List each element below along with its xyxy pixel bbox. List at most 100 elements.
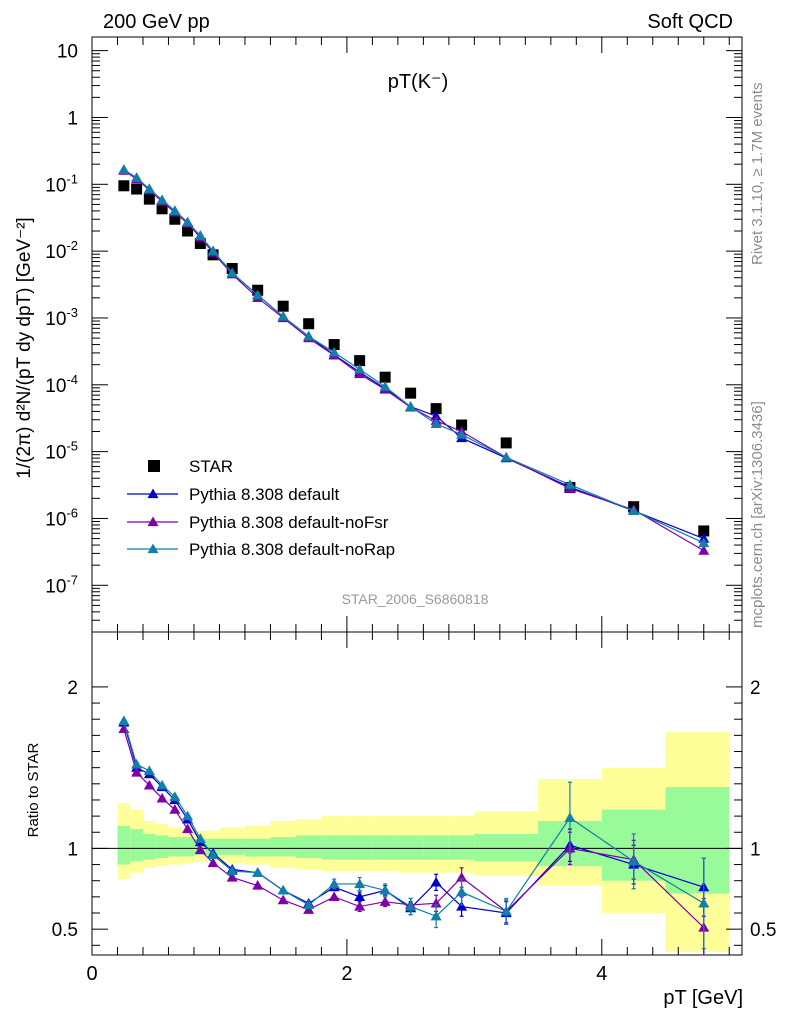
- band-green: [423, 835, 449, 860]
- ratio-y-tick-label-right: 1: [750, 839, 761, 860]
- ratio-plot-frame: [91, 631, 743, 956]
- pythia-8-308-default-norap-ratio-line: [123, 720, 705, 917]
- ratio-y-tick-label-right: 2: [750, 678, 761, 699]
- legend: STAR Pythia 8.308 default Pythia 8.308 def…: [127, 457, 395, 559]
- pythia-8-308-default-norap-point: [207, 245, 219, 256]
- uncertainty-bands: [117, 732, 730, 952]
- band-green: [142, 833, 156, 860]
- pythia-8-308-default-norap-ratio-point: [118, 715, 130, 725]
- pythia-8-308-default-norap-point: [698, 537, 710, 548]
- band-green: [665, 787, 730, 894]
- pythia-8-308-default-norap-point: [456, 429, 468, 439]
- pythia-8-308-default-norap-ratio-point: [456, 886, 468, 897]
- star-point: [303, 318, 315, 330]
- rivet-version-label: Rivet 3.1.10, ≥ 1.7M events: [749, 83, 766, 266]
- ratio-y-axis-label: Ratio to STAR: [25, 742, 42, 837]
- pythia-8-308-default-ratio-point: [430, 876, 442, 887]
- legend-label: Pythia 8.308 default-noRap: [189, 540, 395, 559]
- top-plot-series: [118, 164, 710, 555]
- pythia-8-308-default-norap-point: [252, 289, 264, 300]
- x-tick-label: 2: [341, 963, 352, 985]
- pythia-8-308-default-norap-point: [182, 216, 194, 227]
- top-plot-axes: 10-7 10-6 10-5 10-4 10-3 10-2 10-1 1 10: [45, 36, 743, 633]
- top-y-tick-label: 10-2: [45, 238, 78, 263]
- pythia-8-308-default-norap-point: [564, 479, 576, 489]
- band-green: [474, 833, 539, 862]
- pythia-8-308-default-line: [123, 169, 704, 540]
- x-tick-label: 0: [86, 963, 97, 985]
- pythia-8-308-default-norap-ratio-point: [143, 765, 155, 776]
- pythia-8-308-default-nofsr-ratio-point: [430, 897, 442, 908]
- pythia-8-308-default-norap-point: [131, 172, 143, 182]
- ratio-y-tick-label-left: 0.5: [52, 920, 78, 941]
- pythia-8-308-default-nofsr-ratio-point: [252, 880, 264, 890]
- top-y-tick-label: 1: [67, 108, 78, 129]
- band-green: [244, 838, 271, 857]
- pythia-8-308-default-nofsr-ratio-point: [328, 891, 340, 901]
- pythia-8-308-default-norap-point: [379, 381, 391, 391]
- pythia-8-308-default-norap-point: [226, 267, 238, 278]
- ratio-y-tick-label-left: 1: [67, 839, 78, 860]
- plot-title: pT(K⁻): [388, 71, 449, 93]
- pythia-8-308-default-nofsr-ratio-point: [194, 844, 206, 855]
- pythia-8-308-default-norap-ratio-point: [226, 865, 238, 876]
- star-point: [194, 238, 206, 250]
- pythia-8-308-default-norap-point: [328, 346, 340, 357]
- band-green: [270, 837, 296, 857]
- pythia-8-308-default-norap-ratio-point: [252, 867, 264, 877]
- pythia-8-308-default-norap-point: [628, 505, 640, 515]
- pythia-8-308-default-nofsr-ratio-point: [169, 804, 181, 814]
- top-y-tick-label: 10: [57, 42, 78, 63]
- pythia-8-308-default-norap-point: [303, 330, 315, 341]
- pythia-8-308-default-norap-point: [277, 311, 289, 321]
- pythia-8-308-default-norap-ratio-point: [564, 812, 576, 822]
- band-green: [295, 835, 322, 859]
- pythia-8-308-default-nofsr-ratio-point: [182, 823, 194, 834]
- pythia-8-308-default-norap-ratio-point: [354, 878, 366, 889]
- pythia-8-308-default-nofsr-ratio-point: [277, 894, 289, 905]
- star-point: [430, 403, 442, 415]
- pythia-8-308-default-norap-ratio-point: [194, 833, 206, 843]
- pythia-8-308-default-norap-point: [118, 164, 130, 174]
- legend-marker: [147, 543, 159, 554]
- band-green: [181, 837, 194, 857]
- pythia-8-308-default-norap-ratio-point: [328, 878, 340, 889]
- top-y-tick-label: 10-3: [45, 305, 78, 330]
- pythia-8-308-default-norap-point: [354, 363, 366, 374]
- pythia-8-308-default-norap-ratio-point: [169, 791, 181, 801]
- pythia-8-308-default-norap-point: [500, 451, 512, 462]
- pythia-8-308-default-norap-ratio-point: [131, 758, 143, 769]
- pythia-8-308-default-norap-ratio-point: [207, 849, 219, 859]
- pythia-8-308-default-norap-point: [194, 230, 206, 240]
- top-y-axis-label: 1/(2π) d²N/(pT dy dpT) [GeV⁻²]: [14, 217, 35, 478]
- legend-label: STAR: [189, 457, 233, 476]
- band-green: [321, 835, 347, 860]
- pythia-8-308-default-norap-ratio-point: [277, 884, 289, 895]
- legend-label: Pythia 8.308 default-noFsr: [189, 513, 389, 532]
- pythia-8-308-default-norap-ratio-point: [182, 810, 194, 821]
- band-green: [397, 835, 424, 860]
- star-point: [500, 437, 512, 449]
- pythia-8-308-default-nofsr-ratio-point: [379, 896, 391, 906]
- pythia-8-308-default-norap-point: [430, 418, 442, 429]
- top-y-tick-label: 10-7: [45, 572, 78, 597]
- pythia-8-308-default-norap-ratio-point: [430, 910, 442, 921]
- pythia-8-308-default-nofsr-ratio-point: [131, 767, 143, 777]
- pythia-8-308-default-ratio-point: [456, 901, 468, 911]
- pythia-8-308-default-norap-point: [143, 183, 155, 194]
- band-green: [372, 835, 398, 860]
- legend-marker-star: [148, 460, 160, 472]
- star-point: [354, 355, 366, 367]
- top-y-tick-label: 10-1: [45, 171, 78, 196]
- header-right: Soft QCD: [647, 11, 733, 33]
- pythia-8-308-default-nofsr-ratio-point: [207, 857, 219, 868]
- pythia-8-308-default-norap-line: [123, 169, 705, 544]
- top-y-tick-label: 10-5: [45, 439, 78, 464]
- star-point: [277, 300, 289, 312]
- band-green: [448, 835, 475, 860]
- star-point: [328, 339, 340, 351]
- star-point: [456, 419, 468, 431]
- star-point: [405, 387, 417, 399]
- pythia-8-308-default-nofsr-ratio-point: [456, 871, 468, 882]
